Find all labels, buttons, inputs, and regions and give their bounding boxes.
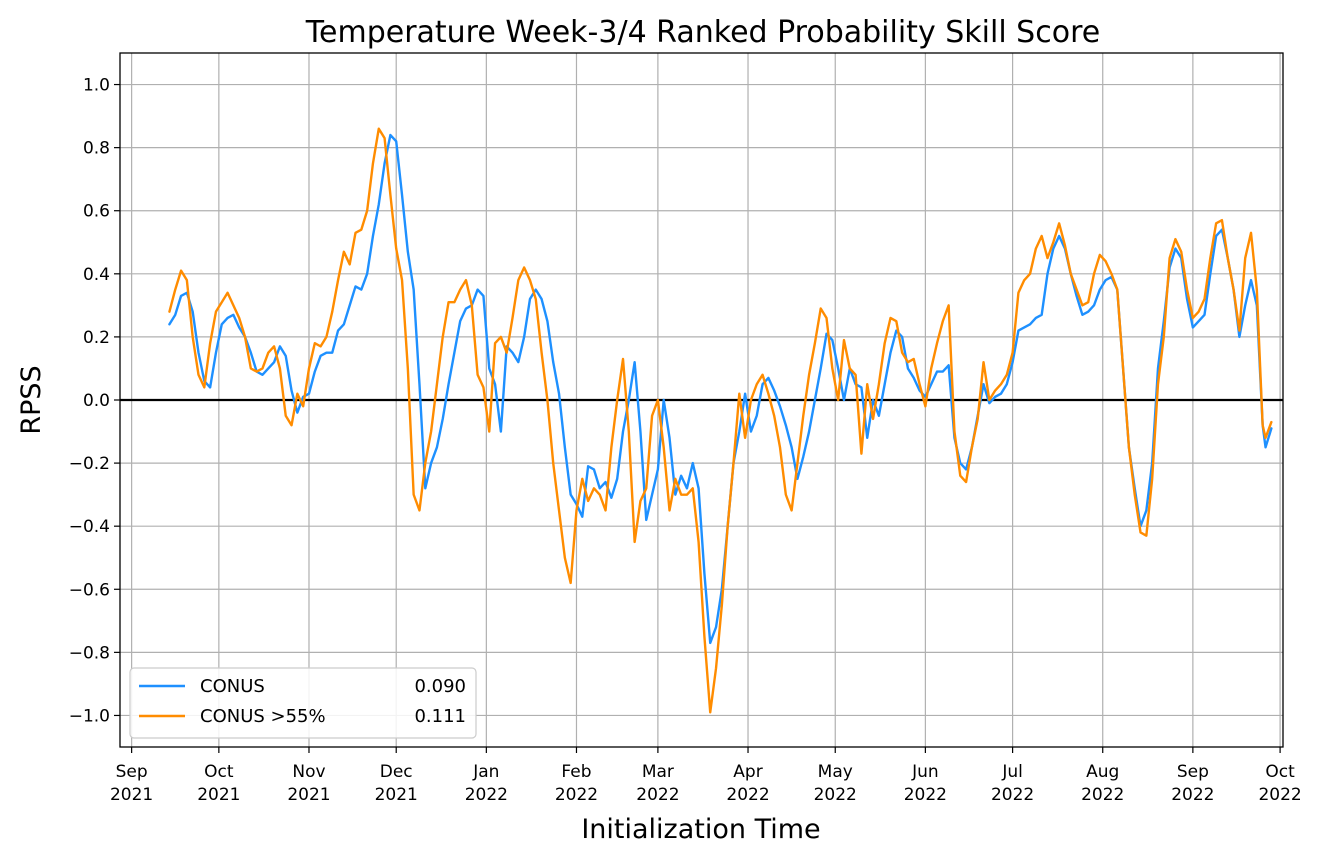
x-tick-label-year: 2022: [465, 785, 508, 805]
x-tick-label-month: Mar: [642, 762, 674, 782]
x-tick-label-month: Sep: [1177, 762, 1209, 782]
y-tick-label: −0.6: [69, 580, 110, 600]
y-tick-label: 0.2: [83, 328, 110, 348]
x-axis-ticks: Sep 2021 Oct 2021 Nov 2021 Dec 2021 Jan 2022 Feb 20…: [110, 747, 1302, 805]
legend-label-conus: CONUS: [200, 676, 265, 697]
y-tick-label: −1.0: [69, 706, 110, 726]
legend: CONUS 0.090 CONUS >55% 0.111: [129, 667, 477, 739]
x-axis-label: Initialization Time: [581, 814, 820, 845]
x-tick-label-month: Dec: [380, 762, 413, 782]
y-tick-label: 0.4: [83, 265, 110, 285]
y-tick-label: −0.2: [69, 454, 110, 474]
x-tick-label-year: 2021: [287, 785, 330, 805]
legend-box: [129, 667, 477, 739]
x-tick-label-month: Aug: [1086, 762, 1119, 782]
x-tick-label-year: 2022: [726, 785, 769, 805]
y-tick-label: 0.8: [83, 139, 110, 159]
x-tick-label-month: Jan: [472, 762, 499, 782]
x-tick-label-year: 2022: [636, 785, 679, 805]
conus-55-series-line: [168, 127, 1273, 714]
x-tick-label-year: 2022: [555, 785, 598, 805]
x-tick-label-month: Apr: [733, 762, 762, 782]
x-tick-label-year: 2021: [197, 785, 240, 805]
y-tick-label: 0.0: [83, 391, 110, 411]
y-axis-ticks: 1.0 0.8 0.6 0.4 0.2 0.0 −0.2 −0.4 −0.6 −0.8 −1.0: [69, 76, 120, 726]
x-tick-label-month: Jul: [1001, 762, 1023, 782]
y-tick-label: 1.0: [83, 76, 110, 96]
x-tick-label-year: 2021: [375, 785, 418, 805]
x-tick-label-month: Sep: [116, 762, 148, 782]
x-tick-label-year: 2022: [991, 785, 1034, 805]
legend-value-conus-55: 0.111: [414, 706, 466, 727]
x-tick-label-month: Jun: [911, 762, 939, 782]
x-tick-label-year: 2021: [110, 785, 153, 805]
x-tick-label-year: 2022: [1171, 785, 1214, 805]
x-tick-label-month: Oct: [204, 762, 234, 782]
legend-value-conus: 0.090: [414, 676, 466, 697]
x-tick-label-year: 2022: [1258, 785, 1301, 805]
x-tick-label-month: Feb: [561, 762, 591, 782]
y-tick-label: −0.4: [69, 517, 110, 537]
y-axis-label: RPSS: [16, 365, 47, 434]
y-tick-label: 0.6: [83, 202, 110, 222]
x-tick-label-month: Oct: [1265, 762, 1295, 782]
x-tick-label-month: May: [818, 762, 853, 782]
chart-title: Temperature Week-3/4 Ranked Probability …: [305, 15, 1100, 50]
legend-label-conus-55: CONUS >55%: [200, 706, 326, 727]
x-tick-label-year: 2022: [814, 785, 857, 805]
y-tick-label: −0.8: [69, 643, 110, 663]
x-tick-label-year: 2022: [904, 785, 947, 805]
x-tick-label-year: 2022: [1081, 785, 1124, 805]
series-lines: [168, 127, 1273, 714]
x-tick-label-month: Nov: [292, 762, 325, 782]
